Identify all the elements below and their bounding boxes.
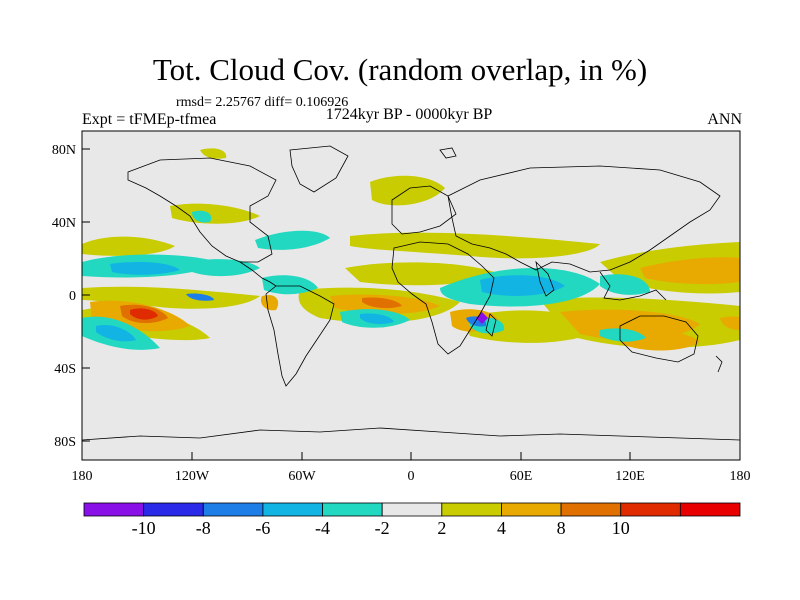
field-blue-spac: [96, 324, 136, 342]
coast-greenland: [289, 145, 349, 193]
colorbar-box: [202, 502, 264, 517]
coast-asia: [447, 165, 721, 273]
colorbar-box: [620, 502, 681, 517]
colorbar-label: -6: [255, 518, 270, 538]
coast-new-zealand: [715, 355, 723, 373]
colorbar: [83, 502, 741, 517]
lat-label: 80N: [52, 143, 76, 158]
colorbar-box: [381, 502, 443, 517]
colorbar-box: [262, 502, 323, 517]
coast-africa: [391, 241, 495, 355]
field-orange-spac-e: [720, 316, 740, 330]
lat-label: 40S: [54, 362, 76, 377]
coast-central-america: [239, 261, 277, 287]
field-cyan-npac-n: [192, 210, 212, 223]
field-cyan-spac-s: [600, 328, 646, 342]
field-yellow-arctic: [200, 148, 227, 159]
field-cyan-maritime: [600, 274, 650, 295]
lon-label: 180: [730, 469, 751, 484]
field-red-satl: [362, 297, 402, 309]
field-red-spac: [130, 308, 158, 320]
lon-label: 60E: [510, 469, 533, 484]
colorbar-box: [501, 502, 562, 517]
colorbar-label: -10: [132, 518, 156, 538]
colorbar-label: 4: [497, 518, 506, 538]
field-orange-npac-w: [640, 257, 740, 285]
lon-label: 60W: [288, 469, 316, 484]
field-yellow-npac: [82, 236, 175, 256]
experiment-label: Expt = tFMEp-tfmea: [82, 111, 217, 128]
period-label: 1724kyr BP - 0000kyr BP: [325, 106, 493, 123]
colorbar-label: 8: [557, 518, 566, 538]
chart-title: Tot. Cloud Cov. (random overlap, in %): [152, 52, 648, 87]
coast-antarctica: [82, 427, 740, 441]
coast-india: [535, 260, 555, 297]
field-blue-tropic-pac: [186, 293, 214, 301]
coastlines: [82, 145, 740, 441]
coast-australia: [619, 315, 699, 363]
field-yellow-natl-n: [370, 175, 445, 206]
lat-label: 40N: [52, 216, 76, 231]
colorbar-label: 2: [437, 518, 446, 538]
axis-ticks: [81, 148, 741, 460]
colorbar-box: [83, 502, 145, 517]
coast-se-asia: [599, 271, 667, 301]
coast-south-america: [265, 285, 335, 387]
coast-svalbard: [439, 147, 457, 159]
field-cyan-natl: [255, 230, 330, 250]
colorbar-box: [143, 502, 204, 517]
colorbar-label: 10: [612, 518, 630, 538]
field-cyan-samer: [262, 275, 318, 295]
colorbar-box: [441, 502, 502, 517]
colorbar-label: -8: [196, 518, 211, 538]
field-orange-safr: [260, 294, 279, 311]
field-blue-satl: [360, 313, 394, 325]
colorbar-box: [322, 502, 383, 517]
colorbar-box: [679, 502, 741, 517]
lat-label: 0: [69, 289, 76, 304]
field-yellow-natl-trop: [345, 262, 500, 286]
season-label: ANN: [707, 111, 742, 128]
lon-label: 120E: [615, 469, 645, 484]
colorbar-box: [560, 502, 622, 517]
lon-axis-labels: 180 120W 60W 0 60E 120E 180: [72, 469, 751, 484]
lon-label: 120W: [175, 469, 210, 484]
field-yellow-namer: [170, 203, 260, 224]
colorbar-labels: -10 -8 -6 -4 -2 2 4 8 10: [132, 518, 630, 538]
coast-europe: [391, 185, 457, 235]
lat-label: 80S: [54, 435, 76, 450]
stats-label: rmsd= 2.25767 diff= 0.106926: [176, 95, 349, 110]
colorbar-label: -4: [315, 518, 330, 538]
coast-madagascar: [485, 313, 497, 337]
lon-label: 180: [72, 469, 93, 484]
colorbar-label: -2: [375, 518, 390, 538]
lat-axis-labels: 80N 40N 0 40S 80S: [52, 143, 76, 450]
coast-north-america: [127, 157, 277, 263]
field-yellow-eurasia: [350, 232, 600, 259]
field-blue-npac: [110, 262, 180, 275]
lon-label: 0: [408, 469, 415, 484]
